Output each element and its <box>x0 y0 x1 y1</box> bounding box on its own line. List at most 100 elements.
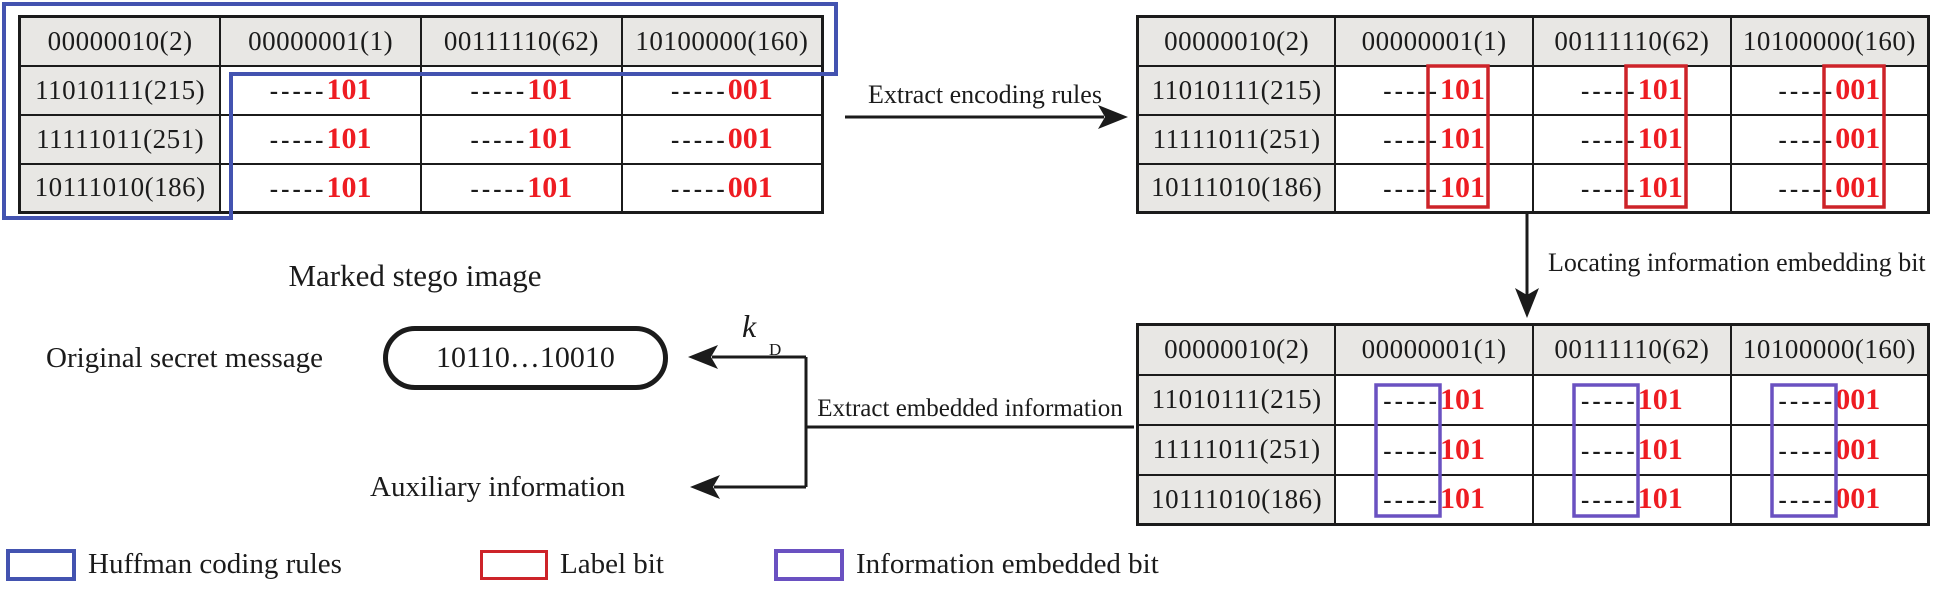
column-header-cell: 00000010(2) <box>18 15 222 67</box>
table-header-row: 00000010(2) 00000001(1) 00111110(62) 101000… <box>18 15 824 67</box>
label-bits-value: 001 <box>1835 73 1881 106</box>
stego-pixel-cell: -----001 <box>620 162 824 214</box>
label-bits-value: 101 <box>1637 432 1683 466</box>
row-label-cell: 10111010(186) <box>18 162 222 214</box>
extract-embedded-info-label: Extract embedded information <box>817 395 1123 422</box>
stego-pixel-cell: -----001 <box>1729 373 1930 426</box>
label-bits-value: 001 <box>727 73 773 106</box>
blue-box-swatch <box>6 548 76 581</box>
label-bits-value: 101 <box>1637 122 1683 155</box>
auxiliary-information-label: Auxiliary information <box>370 471 626 503</box>
masked-bits-prefix: ----- <box>1778 127 1836 154</box>
column-header-cell: 10100000(160) <box>1729 323 1930 376</box>
masked-bits-prefix: ----- <box>1581 175 1638 203</box>
column-header-cell: 10100000(160) <box>620 15 824 67</box>
masked-bits-prefix: ----- <box>470 175 528 203</box>
stego-pixel-cell: -----101 <box>1532 64 1732 116</box>
masked-bits-prefix: ----- <box>1778 78 1836 105</box>
legend-label: Huffman coding rules <box>88 548 342 580</box>
locating-embedding-bit-label: Locating information embedding bit <box>1548 248 1926 277</box>
decryption-key-symbol: k <box>742 308 757 344</box>
masked-bits-prefix: ----- <box>1383 78 1440 105</box>
row-label-cell: 11111011(251) <box>1136 113 1337 165</box>
label-bits-value: 101 <box>1439 432 1485 466</box>
legend-item-embedded-bit: Information embedded bit <box>774 548 1159 581</box>
masked-bits-prefix: ----- <box>1581 487 1638 515</box>
masked-bits-prefix: ----- <box>1581 78 1638 105</box>
left-arrowhead-icon <box>690 475 720 499</box>
stego-pixel-cell: -----101 <box>1334 473 1534 526</box>
masked-bits-prefix: ----- <box>1383 175 1440 203</box>
stego-pixel-cell: -----001 <box>1729 423 1930 476</box>
masked-bits-prefix: ----- <box>1581 437 1638 465</box>
stego-pixel-cell: -----101 <box>219 64 422 116</box>
column-header-cell: 00000010(2) <box>1136 323 1337 376</box>
stego-pixel-cell: -----101 <box>420 113 623 165</box>
table-row: 11111011(251) -----101 -----101 -----001 <box>18 113 824 165</box>
legend-label: Information embedded bit <box>856 548 1159 580</box>
masked-bits-prefix: ----- <box>269 127 327 154</box>
left-arrowhead-icon <box>688 345 718 369</box>
stego-pixel-cell: -----001 <box>620 113 824 165</box>
label-bits-value: 101 <box>1439 73 1485 106</box>
stego-pixel-cell: -----101 <box>1334 64 1534 116</box>
masked-bits-prefix: ----- <box>1778 487 1836 515</box>
label-bits-value: 101 <box>1439 122 1485 155</box>
stego-pixel-cell: -----101 <box>219 162 422 214</box>
masked-bits-prefix: ----- <box>1383 387 1440 415</box>
purple-box-swatch <box>774 548 844 581</box>
label-bits-value: 001 <box>1835 432 1881 466</box>
column-header-cell: 00000001(1) <box>1334 323 1534 376</box>
stego-pixel-cell: -----101 <box>219 113 422 165</box>
table-header-row: 00000010(2) 00000001(1) 00111110(62) 101000… <box>1136 323 1930 376</box>
table-row: 10111010(186) -----101 -----101 -----001 <box>1136 473 1930 526</box>
label-bits-value: 001 <box>1835 482 1881 516</box>
masked-bits-prefix: ----- <box>1778 387 1836 415</box>
red-box-swatch <box>480 549 548 580</box>
row-label-cell: 10111010(186) <box>1136 162 1337 214</box>
row-label-cell: 11111011(251) <box>1136 423 1337 476</box>
column-header-cell: 00000001(1) <box>1334 15 1534 67</box>
secret-message-capsule: 10110…10010 <box>383 326 668 390</box>
label-bits-value: 101 <box>1439 482 1485 516</box>
masked-bits-prefix: ----- <box>470 127 528 154</box>
column-header-cell: 00000010(2) <box>1136 15 1337 67</box>
row-label-cell: 11010111(215) <box>18 64 222 116</box>
label-bits-value: 101 <box>1637 482 1683 516</box>
label-bits-value: 101 <box>527 122 573 155</box>
decryption-key-subscript: D <box>769 340 782 359</box>
table-row: 11010111(215) -----101 -----101 -----001 <box>1136 64 1930 116</box>
table-row: 10111010(186) -----101 -----101 -----001 <box>1136 162 1930 214</box>
label-bits-value: 101 <box>1439 382 1485 416</box>
embedded-bit-table: 00000010(2) 00000001(1) 00111110(62) 101000… <box>1136 323 1930 526</box>
marked-stego-table: 00000010(2) 00000001(1) 00111110(62) 101000… <box>18 15 824 214</box>
label-bits-value: 101 <box>326 73 372 106</box>
label-bits-value: 001 <box>1835 122 1881 155</box>
marked-stego-caption: Marked stego image <box>288 258 542 293</box>
stego-pixel-cell: -----101 <box>1334 162 1534 214</box>
column-header-cell: 00111110(62) <box>1532 15 1732 67</box>
masked-bits-prefix: ----- <box>1778 175 1836 203</box>
masked-bits-prefix: ----- <box>1581 387 1638 415</box>
stego-pixel-cell: -----101 <box>420 64 623 116</box>
column-header-cell: 00000001(1) <box>219 15 422 67</box>
label-bits-value: 001 <box>727 122 773 155</box>
table-header-row: 00000010(2) 00000001(1) 00111110(62) 101000… <box>1136 15 1930 67</box>
masked-bits-prefix: ----- <box>1778 437 1836 465</box>
label-bits-value: 001 <box>1835 382 1881 416</box>
masked-bits-prefix: ----- <box>671 78 728 105</box>
label-bits-value: 101 <box>1439 170 1485 204</box>
label-bits-value: 101 <box>527 170 573 204</box>
stego-pixel-cell: -----101 <box>1532 373 1732 426</box>
column-header-cell: 00111110(62) <box>420 15 623 67</box>
table-row: 11111011(251) -----101 -----101 -----001 <box>1136 423 1930 476</box>
label-bits-value: 101 <box>1637 73 1683 106</box>
row-label-cell: 11010111(215) <box>1136 64 1337 116</box>
stego-pixel-cell: -----001 <box>620 64 824 116</box>
down-arrowhead-icon <box>1515 288 1539 318</box>
stego-pixel-cell: -----001 <box>1729 113 1930 165</box>
label-bits-value: 101 <box>326 122 372 155</box>
label-bits-value: 101 <box>527 73 573 106</box>
column-header-cell: 00111110(62) <box>1532 323 1732 376</box>
